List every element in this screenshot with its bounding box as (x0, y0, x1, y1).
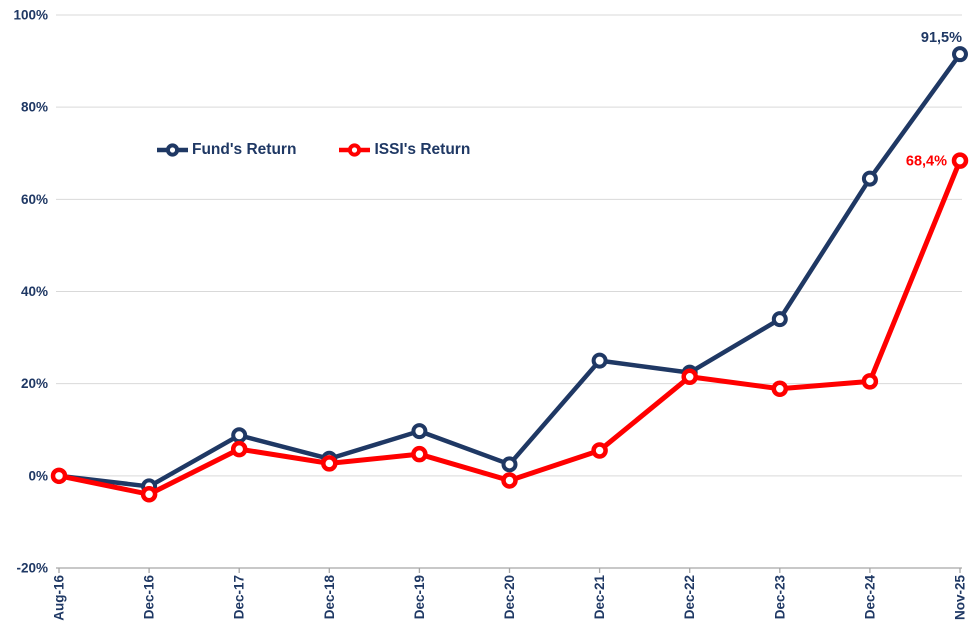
data-point-marker (230, 440, 248, 458)
y-axis-tick-label: 0% (28, 468, 48, 483)
series-end-label-0: 91,5% (921, 30, 962, 46)
data-point-marker (411, 445, 428, 463)
y-axis-tick-label: -20% (16, 561, 48, 576)
data-point-marker (501, 456, 518, 473)
y-axis-tick-label: 80% (21, 100, 48, 115)
x-axis-tick-label: Dec-20 (502, 575, 517, 619)
x-axis-tick-label: Dec-18 (322, 575, 337, 620)
y-axis-tick-label: 60% (21, 192, 48, 207)
data-point-marker (861, 170, 878, 187)
series-line-1 (56, 158, 963, 497)
data-point-marker (861, 373, 879, 390)
data-point-marker (952, 46, 968, 63)
data-point-marker (951, 152, 969, 169)
legend-label-funds-return: Fund's Return (192, 141, 297, 158)
y-axis-tick-label: 40% (21, 284, 48, 299)
x-axis-tick-label: Dec-22 (682, 575, 697, 619)
x-axis-tick-label: Dec-16 (142, 575, 157, 620)
legend-label-issis-return: ISSI's Return (374, 141, 471, 158)
y-axis-tick-label: 20% (21, 376, 48, 391)
series-line-0 (56, 51, 963, 489)
data-point-marker (501, 472, 518, 489)
y-axis-tick-label: 100% (13, 8, 48, 23)
x-axis-tick-label: Dec-23 (772, 575, 787, 620)
data-point-marker (681, 368, 698, 386)
x-axis-tick-label: Dec-21 (592, 575, 607, 620)
line-marker-icon (339, 143, 371, 157)
data-point-marker (591, 442, 608, 459)
x-axis-tick-label: Nov-25 (953, 575, 968, 621)
data-point-marker (411, 423, 428, 440)
data-point-marker (50, 467, 68, 485)
chart-legend: Fund's Return ISSI's Return (156, 141, 470, 159)
x-axis-tick-label: Dec-17 (232, 575, 247, 619)
legend-item-funds-return: Fund's Return (156, 141, 296, 159)
data-point-marker (771, 311, 788, 328)
legend-item-issis-return: ISSI's Return (338, 141, 470, 159)
data-point-marker (771, 380, 789, 397)
data-point-marker (591, 352, 608, 369)
data-point-marker (231, 427, 248, 444)
data-point-marker (140, 486, 158, 503)
x-axis-tick-label: Aug-16 (52, 575, 67, 621)
x-axis-tick-label: Dec-24 (862, 575, 877, 620)
line-marker-icon (157, 143, 188, 157)
data-point-marker (321, 455, 338, 472)
series-end-label-1: 68,4% (906, 154, 947, 170)
x-axis-tick-label: Dec-19 (412, 575, 427, 619)
